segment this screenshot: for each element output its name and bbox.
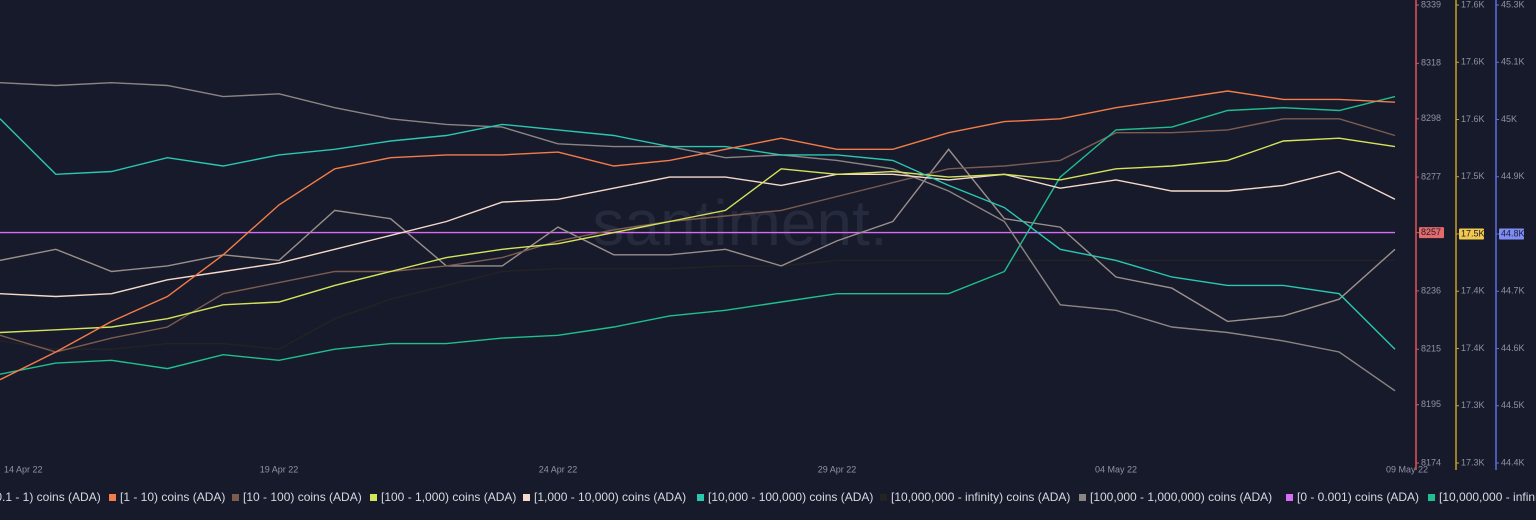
legend-label: [10,000,000 - infinity) coins (ADA) xyxy=(1439,490,1536,504)
series-line xyxy=(0,148,1396,323)
legend-label: [100,000 - 1,000,000) coins (ADA) xyxy=(1090,490,1272,504)
legend-swatch xyxy=(370,494,377,501)
y-tick-label: 17.5K xyxy=(1461,171,1485,181)
y-tick-label: 17.5K xyxy=(1461,228,1485,238)
y-tick-label: 8174 xyxy=(1421,457,1441,467)
y-tick-label: 44.9K xyxy=(1501,171,1525,181)
value-tag xyxy=(1499,228,1524,240)
y-tick-label: 44.5K xyxy=(1501,400,1525,410)
legend-label: [100 - 1,000) coins (ADA) xyxy=(381,490,516,504)
legend-label: [0 - 0.001) coins (ADA) xyxy=(1297,490,1419,504)
legend-swatch xyxy=(880,494,887,501)
watermark: santiment. xyxy=(592,187,887,259)
y-tick-label: 8195 xyxy=(1421,399,1441,409)
x-tick-label: 24 Apr 22 xyxy=(539,464,578,474)
x-tick-label: 09 May 22 xyxy=(1386,464,1428,474)
y-tick-label: 44.4K xyxy=(1501,457,1525,467)
legend-swatch xyxy=(1079,494,1086,501)
y-tick-label: 17.3K xyxy=(1461,400,1485,410)
value-tag xyxy=(1459,228,1484,240)
legend-swatch xyxy=(1286,494,1293,501)
y-tick-label: 8277 xyxy=(1421,171,1441,181)
y-tick-label: 45K xyxy=(1501,114,1517,124)
value-tag xyxy=(1419,227,1444,239)
legend-label: [1 - 10) coins (ADA) xyxy=(120,490,225,504)
y-tick-label: 44.8K xyxy=(1501,228,1525,238)
y-tick-label: 8298 xyxy=(1421,113,1441,123)
y-tick-label: 17.4K xyxy=(1461,343,1485,353)
legend-swatch xyxy=(697,494,704,501)
legend-swatch xyxy=(1428,494,1435,501)
series-line xyxy=(0,95,1396,375)
legend-label: [10,000,000 - infinity) coins (ADA) xyxy=(891,490,1070,504)
legend-label: [1,000 - 10,000) coins (ADA) xyxy=(534,490,686,504)
y-tick-label: 8215 xyxy=(1421,344,1441,354)
x-tick-label: 29 Apr 22 xyxy=(818,464,857,474)
y-tick-label: 8318 xyxy=(1421,58,1441,68)
y-tick-label: 17.6K xyxy=(1461,114,1485,124)
series-line xyxy=(0,118,1396,350)
series-line xyxy=(0,81,1396,392)
legend-label: [10,000 - 100,000) coins (ADA) xyxy=(708,490,873,504)
legend-label: [0.1 - 1) coins (ADA) xyxy=(0,490,101,504)
legend-swatch xyxy=(232,494,239,501)
x-tick-label: 19 Apr 22 xyxy=(260,464,299,474)
y-tick-label: 17.4K xyxy=(1461,286,1485,296)
y-tick-label: 44.7K xyxy=(1501,286,1525,296)
series-line xyxy=(0,90,1396,381)
y-tick-label: 45.1K xyxy=(1501,57,1525,67)
series-line xyxy=(0,137,1396,334)
x-tick-label: 04 May 22 xyxy=(1095,464,1137,474)
legend-label: [10 - 100) coins (ADA) xyxy=(243,490,362,504)
y-tick-label: 17.6K xyxy=(1461,0,1485,9)
series-line xyxy=(0,259,1395,350)
y-tick-label: 17.6K xyxy=(1461,57,1485,67)
legend-swatch xyxy=(109,494,116,501)
y-tick-label: 8257 xyxy=(1421,227,1441,237)
y-tick-label: 44.6K xyxy=(1501,343,1525,353)
y-tick-label: 8236 xyxy=(1421,285,1441,295)
x-tick-label: 14 Apr 22 xyxy=(4,464,43,474)
y-tick-label: 8339 xyxy=(1421,0,1441,9)
y-tick-label: 17.3K xyxy=(1461,457,1485,467)
y-tick-label: 45.3K xyxy=(1501,0,1525,9)
series-line xyxy=(0,170,1396,298)
series-line xyxy=(0,118,1396,353)
legend-swatch xyxy=(523,494,530,501)
